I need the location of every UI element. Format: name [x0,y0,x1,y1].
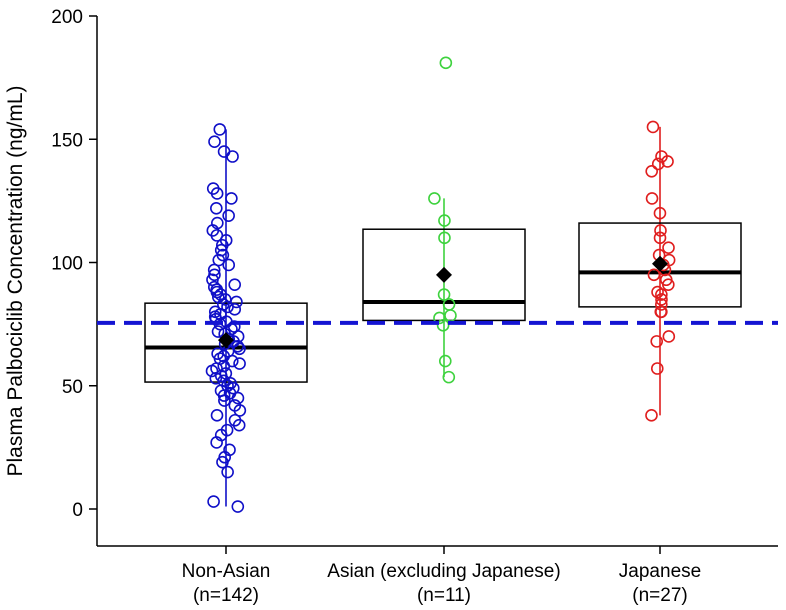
data-point [438,231,451,245]
y-axis-title: Plasma Palbociclib Concentration (ng/mL) [4,85,27,476]
y-tick-label: 200 [51,7,83,28]
y-tick-label: 50 [62,377,83,398]
y-axis: 0 50 100 150 200 [51,7,98,546]
data-point [207,263,221,277]
data-point [645,164,658,178]
data-point [208,305,222,319]
data-point [646,120,660,134]
data-point [444,309,457,322]
data-point [208,268,221,282]
group-0 [144,123,308,513]
mean-marker [652,255,668,272]
data-point [651,285,664,299]
data-point [228,278,242,291]
data-point [222,209,235,222]
data-point [659,273,673,287]
data-point [207,495,220,508]
y-tick-label: 0 [72,500,83,521]
data-point [217,145,231,158]
x-tick-label: Non-Asian [182,561,271,582]
x-tick-label: Asian (excluding Japanese) [327,561,560,582]
data-point [662,241,675,255]
data-point [653,231,667,245]
x-tick-sublabel: (n=142) [193,585,259,606]
data-point [437,288,451,301]
data-point [645,409,658,422]
data-point [228,399,242,412]
data-point [662,330,676,343]
data-point [223,443,236,457]
data-point [210,409,224,422]
data-point [210,201,223,215]
group-1 [362,56,526,384]
plot-layer [97,56,778,513]
data-point [224,376,237,390]
data-point [214,243,228,257]
data-point [208,280,221,294]
data-point [647,268,661,282]
data-point [230,295,243,309]
data-point [438,214,451,227]
box [144,302,308,383]
data-point [655,305,668,319]
data-point [225,192,238,205]
data-point [428,192,441,205]
y-tick-label: 100 [51,254,83,275]
data-point [228,413,242,427]
data-point [439,56,453,70]
data-point [211,216,224,230]
data-point [442,370,456,384]
data-point [645,192,659,205]
data-point [654,224,667,237]
data-point [233,357,246,370]
mean-marker [218,332,234,349]
data-point [650,362,664,375]
data-point [655,293,668,306]
mean-marker [436,266,452,283]
data-point [231,500,245,513]
data-point [655,298,668,311]
x-tick-sublabel: (n=11) [417,585,471,606]
x-tick-sublabel: (n=27) [632,585,687,606]
data-point [220,423,234,437]
data-point [653,206,667,220]
data-point [438,354,452,368]
data-point [213,123,227,136]
y-tick-label: 150 [51,130,83,151]
x-axis: Non-Asian (n=142) Asian (excluding Japanes… [97,545,778,606]
data-point [650,335,664,348]
group-2 [578,120,742,422]
data-point [651,157,665,171]
data-point [208,135,221,149]
data-point [655,150,668,163]
data-point [206,182,220,195]
data-point [228,303,242,316]
data-point [442,298,456,311]
data-point [436,319,450,332]
data-point [211,325,225,338]
data-point [222,258,236,272]
x-tick-label: Japanese [619,561,701,582]
data-point [221,465,234,479]
